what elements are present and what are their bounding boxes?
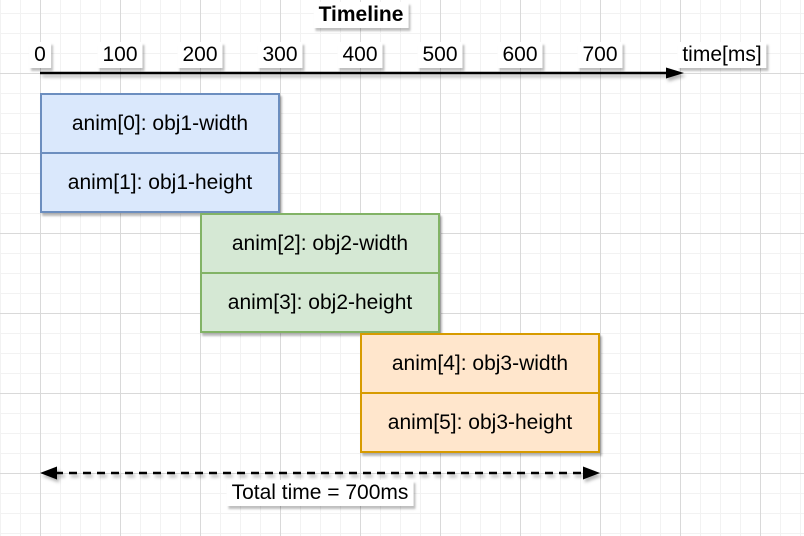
axis-tick-500[interactable]: 500 <box>417 42 463 68</box>
axis-tick-400[interactable]: 400 <box>337 42 383 68</box>
bar-anim5-obj3-height[interactable]: anim[5]: obj3-height <box>362 394 598 451</box>
bar-anim0-obj1-width[interactable]: anim[0]: obj1-width <box>42 95 278 154</box>
axis-unit-label[interactable]: time[ms] <box>677 42 767 68</box>
anim-group-obj2: anim[2]: obj2-width anim[3]: obj2-height <box>200 213 440 333</box>
time-axis-arrow[interactable] <box>38 65 694 81</box>
bar-anim4-label: anim[4]: obj3-width <box>391 351 569 375</box>
axis-tick-700[interactable]: 700 <box>577 42 623 68</box>
diagram-title[interactable]: Timeline <box>313 2 409 28</box>
axis-tick-0[interactable]: 0 <box>29 42 51 68</box>
bar-anim1-label: anim[1]: obj1-height <box>67 170 253 194</box>
axis-tick-300[interactable]: 300 <box>257 42 303 68</box>
bar-anim5-label: anim[5]: obj3-height <box>387 410 573 434</box>
bar-anim3-label: anim[3]: obj2-height <box>227 290 413 314</box>
axis-tick-100[interactable]: 100 <box>97 42 143 68</box>
bar-anim4-obj3-width[interactable]: anim[4]: obj3-width <box>362 335 598 394</box>
bar-anim2-obj2-width[interactable]: anim[2]: obj2-width <box>202 215 438 274</box>
bar-anim0-label: anim[0]: obj1-width <box>71 111 249 135</box>
total-time-label[interactable]: Total time = 700ms <box>226 480 414 506</box>
bar-anim3-obj2-height[interactable]: anim[3]: obj2-height <box>202 274 438 331</box>
axis-tick-600[interactable]: 600 <box>497 42 543 68</box>
bar-anim1-obj1-height[interactable]: anim[1]: obj1-height <box>42 154 278 211</box>
axis-tick-200[interactable]: 200 <box>177 42 223 68</box>
anim-group-obj3: anim[4]: obj3-width anim[5]: obj3-height <box>360 333 600 453</box>
total-time-arrow[interactable] <box>33 464 613 482</box>
bar-anim2-label: anim[2]: obj2-width <box>231 231 409 255</box>
anim-group-obj1: anim[0]: obj1-width anim[1]: obj1-height <box>40 93 280 213</box>
